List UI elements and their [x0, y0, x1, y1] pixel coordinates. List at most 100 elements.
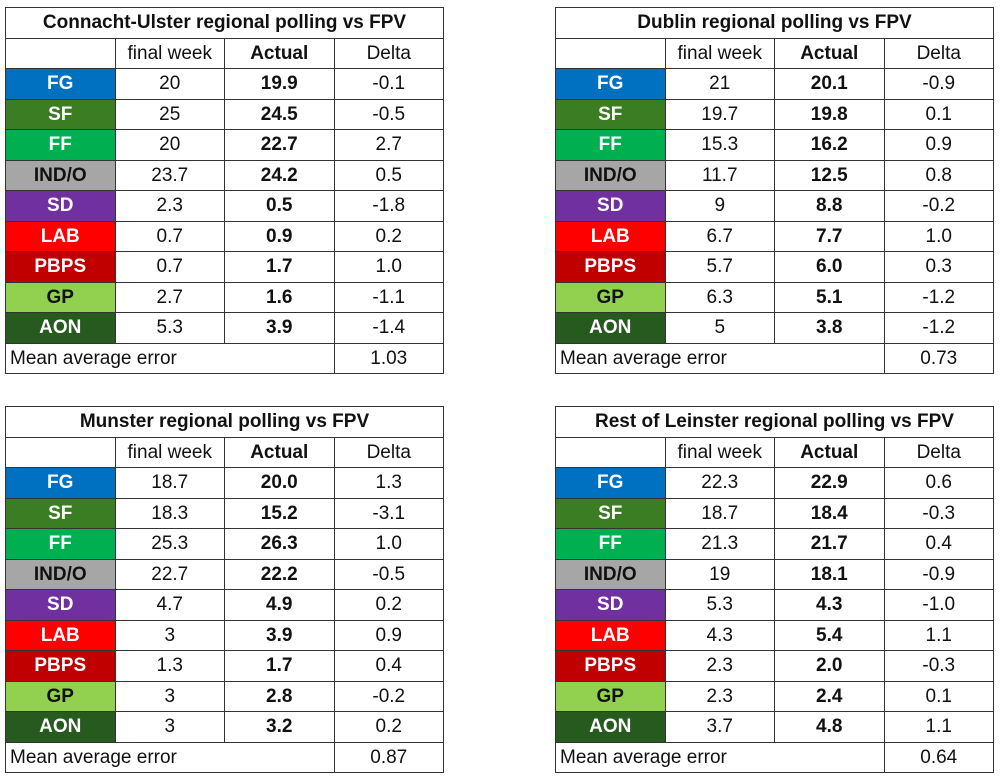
party-label: FF: [5, 129, 116, 161]
final-week-value: 2.3: [664, 680, 775, 712]
party-label: FF: [555, 528, 666, 560]
table-row: SD 9 8.8 -0.2: [555, 190, 994, 222]
table-row: GP 2.7 1.6 -1.1: [5, 281, 444, 313]
delta-value: -1.2: [883, 281, 994, 313]
mae-value: 1.03: [333, 342, 444, 374]
actual-value: 4.8: [774, 711, 885, 743]
table-row: IND/O 23.7 24.2 0.5: [5, 159, 444, 191]
actual-value: 3.9: [224, 312, 335, 344]
party-label: FF: [555, 129, 666, 161]
final-week-value: 25.3: [114, 528, 225, 560]
final-week-value: 2.3: [664, 650, 775, 682]
final-week-value: 3.7: [664, 711, 775, 743]
table-title: Dublin regional polling vs FPV: [555, 7, 994, 39]
final-week-value: 3: [114, 711, 225, 743]
title-row: Dublin regional polling vs FPV: [555, 7, 994, 39]
actual-value: 26.3: [224, 528, 335, 560]
actual-value: 2.4: [774, 680, 885, 712]
delta-value: -0.1: [333, 68, 444, 100]
header-final-week: final week: [114, 436, 225, 468]
actual-value: 21.7: [774, 528, 885, 560]
final-week-value: 15.3: [664, 129, 775, 161]
final-week-value: 5.3: [664, 589, 775, 621]
final-week-value: 18.3: [114, 497, 225, 529]
mae-label: Mean average error: [555, 741, 885, 773]
table-row: FG 20 19.9 -0.1: [5, 68, 444, 100]
table-row: IND/O 11.7 12.5 0.8: [555, 159, 994, 191]
party-label: FF: [5, 528, 116, 560]
party-label: IND/O: [555, 159, 666, 191]
final-week-value: 5: [664, 312, 775, 344]
party-label: PBPS: [555, 650, 666, 682]
party-label: SF: [555, 497, 666, 529]
table-row: SF 25 24.5 -0.5: [5, 98, 444, 130]
connacht-ulster-table: Connacht-Ulster regional polling vs FPV f…: [5, 7, 444, 374]
header-row: final week Actual Delta: [555, 436, 994, 468]
header-final-week: final week: [664, 436, 775, 468]
final-week-value: 0.7: [114, 220, 225, 252]
final-week-value: 2.7: [114, 281, 225, 313]
party-label: SF: [5, 98, 116, 130]
delta-value: -1.0: [883, 589, 994, 621]
table-row: AON 3 3.2 0.2: [5, 711, 444, 743]
actual-value: 8.8: [774, 190, 885, 222]
delta-value: -0.2: [333, 680, 444, 712]
actual-value: 3.2: [224, 711, 335, 743]
mae-value: 0.73: [883, 342, 994, 374]
final-week-value: 25: [114, 98, 225, 130]
table-row: IND/O 19 18.1 -0.9: [555, 558, 994, 590]
actual-value: 22.7: [224, 129, 335, 161]
delta-value: -1.8: [333, 190, 444, 222]
header-delta: Delta: [883, 436, 994, 468]
final-week-value: 21.3: [664, 528, 775, 560]
final-week-value: 22.7: [114, 558, 225, 590]
actual-value: 15.2: [224, 497, 335, 529]
delta-value: 0.2: [333, 220, 444, 252]
title-row: Connacht-Ulster regional polling vs FPV: [5, 7, 444, 39]
final-week-value: 3: [114, 619, 225, 651]
party-label: AON: [555, 711, 666, 743]
actual-value: 0.5: [224, 190, 335, 222]
header-row: final week Actual Delta: [555, 37, 994, 69]
actual-value: 4.9: [224, 589, 335, 621]
delta-value: 0.6: [883, 467, 994, 499]
table-row: SF 19.7 19.8 0.1: [555, 98, 994, 130]
header-party: [555, 436, 666, 468]
header-actual: Actual: [224, 436, 335, 468]
delta-value: -1.4: [333, 312, 444, 344]
delta-value: -0.9: [883, 558, 994, 590]
delta-value: 0.9: [333, 619, 444, 651]
actual-value: 20.0: [224, 467, 335, 499]
table-row: SF 18.7 18.4 -0.3: [555, 497, 994, 529]
header-delta: Delta: [883, 37, 994, 69]
party-label: LAB: [5, 220, 116, 252]
delta-value: -1.2: [883, 312, 994, 344]
table-row: SF 18.3 15.2 -3.1: [5, 497, 444, 529]
table-title: Connacht-Ulster regional polling vs FPV: [5, 7, 444, 39]
actual-value: 19.8: [774, 98, 885, 130]
final-week-value: 6.7: [664, 220, 775, 252]
final-week-value: 21: [664, 68, 775, 100]
delta-value: -0.3: [883, 650, 994, 682]
actual-value: 19.9: [224, 68, 335, 100]
final-week-value: 18.7: [114, 467, 225, 499]
table-row: SD 5.3 4.3 -1.0: [555, 589, 994, 621]
final-week-value: 5.7: [664, 251, 775, 283]
party-label: FG: [555, 68, 666, 100]
final-week-value: 11.7: [664, 159, 775, 191]
table-row: PBPS 2.3 2.0 -0.3: [555, 650, 994, 682]
header-actual: Actual: [774, 436, 885, 468]
actual-value: 22.2: [224, 558, 335, 590]
final-week-value: 4.7: [114, 589, 225, 621]
delta-value: 1.1: [883, 711, 994, 743]
party-label: FG: [5, 467, 116, 499]
table-row: GP 3 2.8 -0.2: [5, 680, 444, 712]
mae-row: Mean average error 0.64: [555, 741, 994, 773]
actual-value: 6.0: [774, 251, 885, 283]
delta-value: -0.3: [883, 497, 994, 529]
table-row: PBPS 5.7 6.0 0.3: [555, 251, 994, 283]
table-row: LAB 6.7 7.7 1.0: [555, 220, 994, 252]
mae-value: 0.64: [883, 741, 994, 773]
delta-value: 0.4: [883, 528, 994, 560]
actual-value: 7.7: [774, 220, 885, 252]
